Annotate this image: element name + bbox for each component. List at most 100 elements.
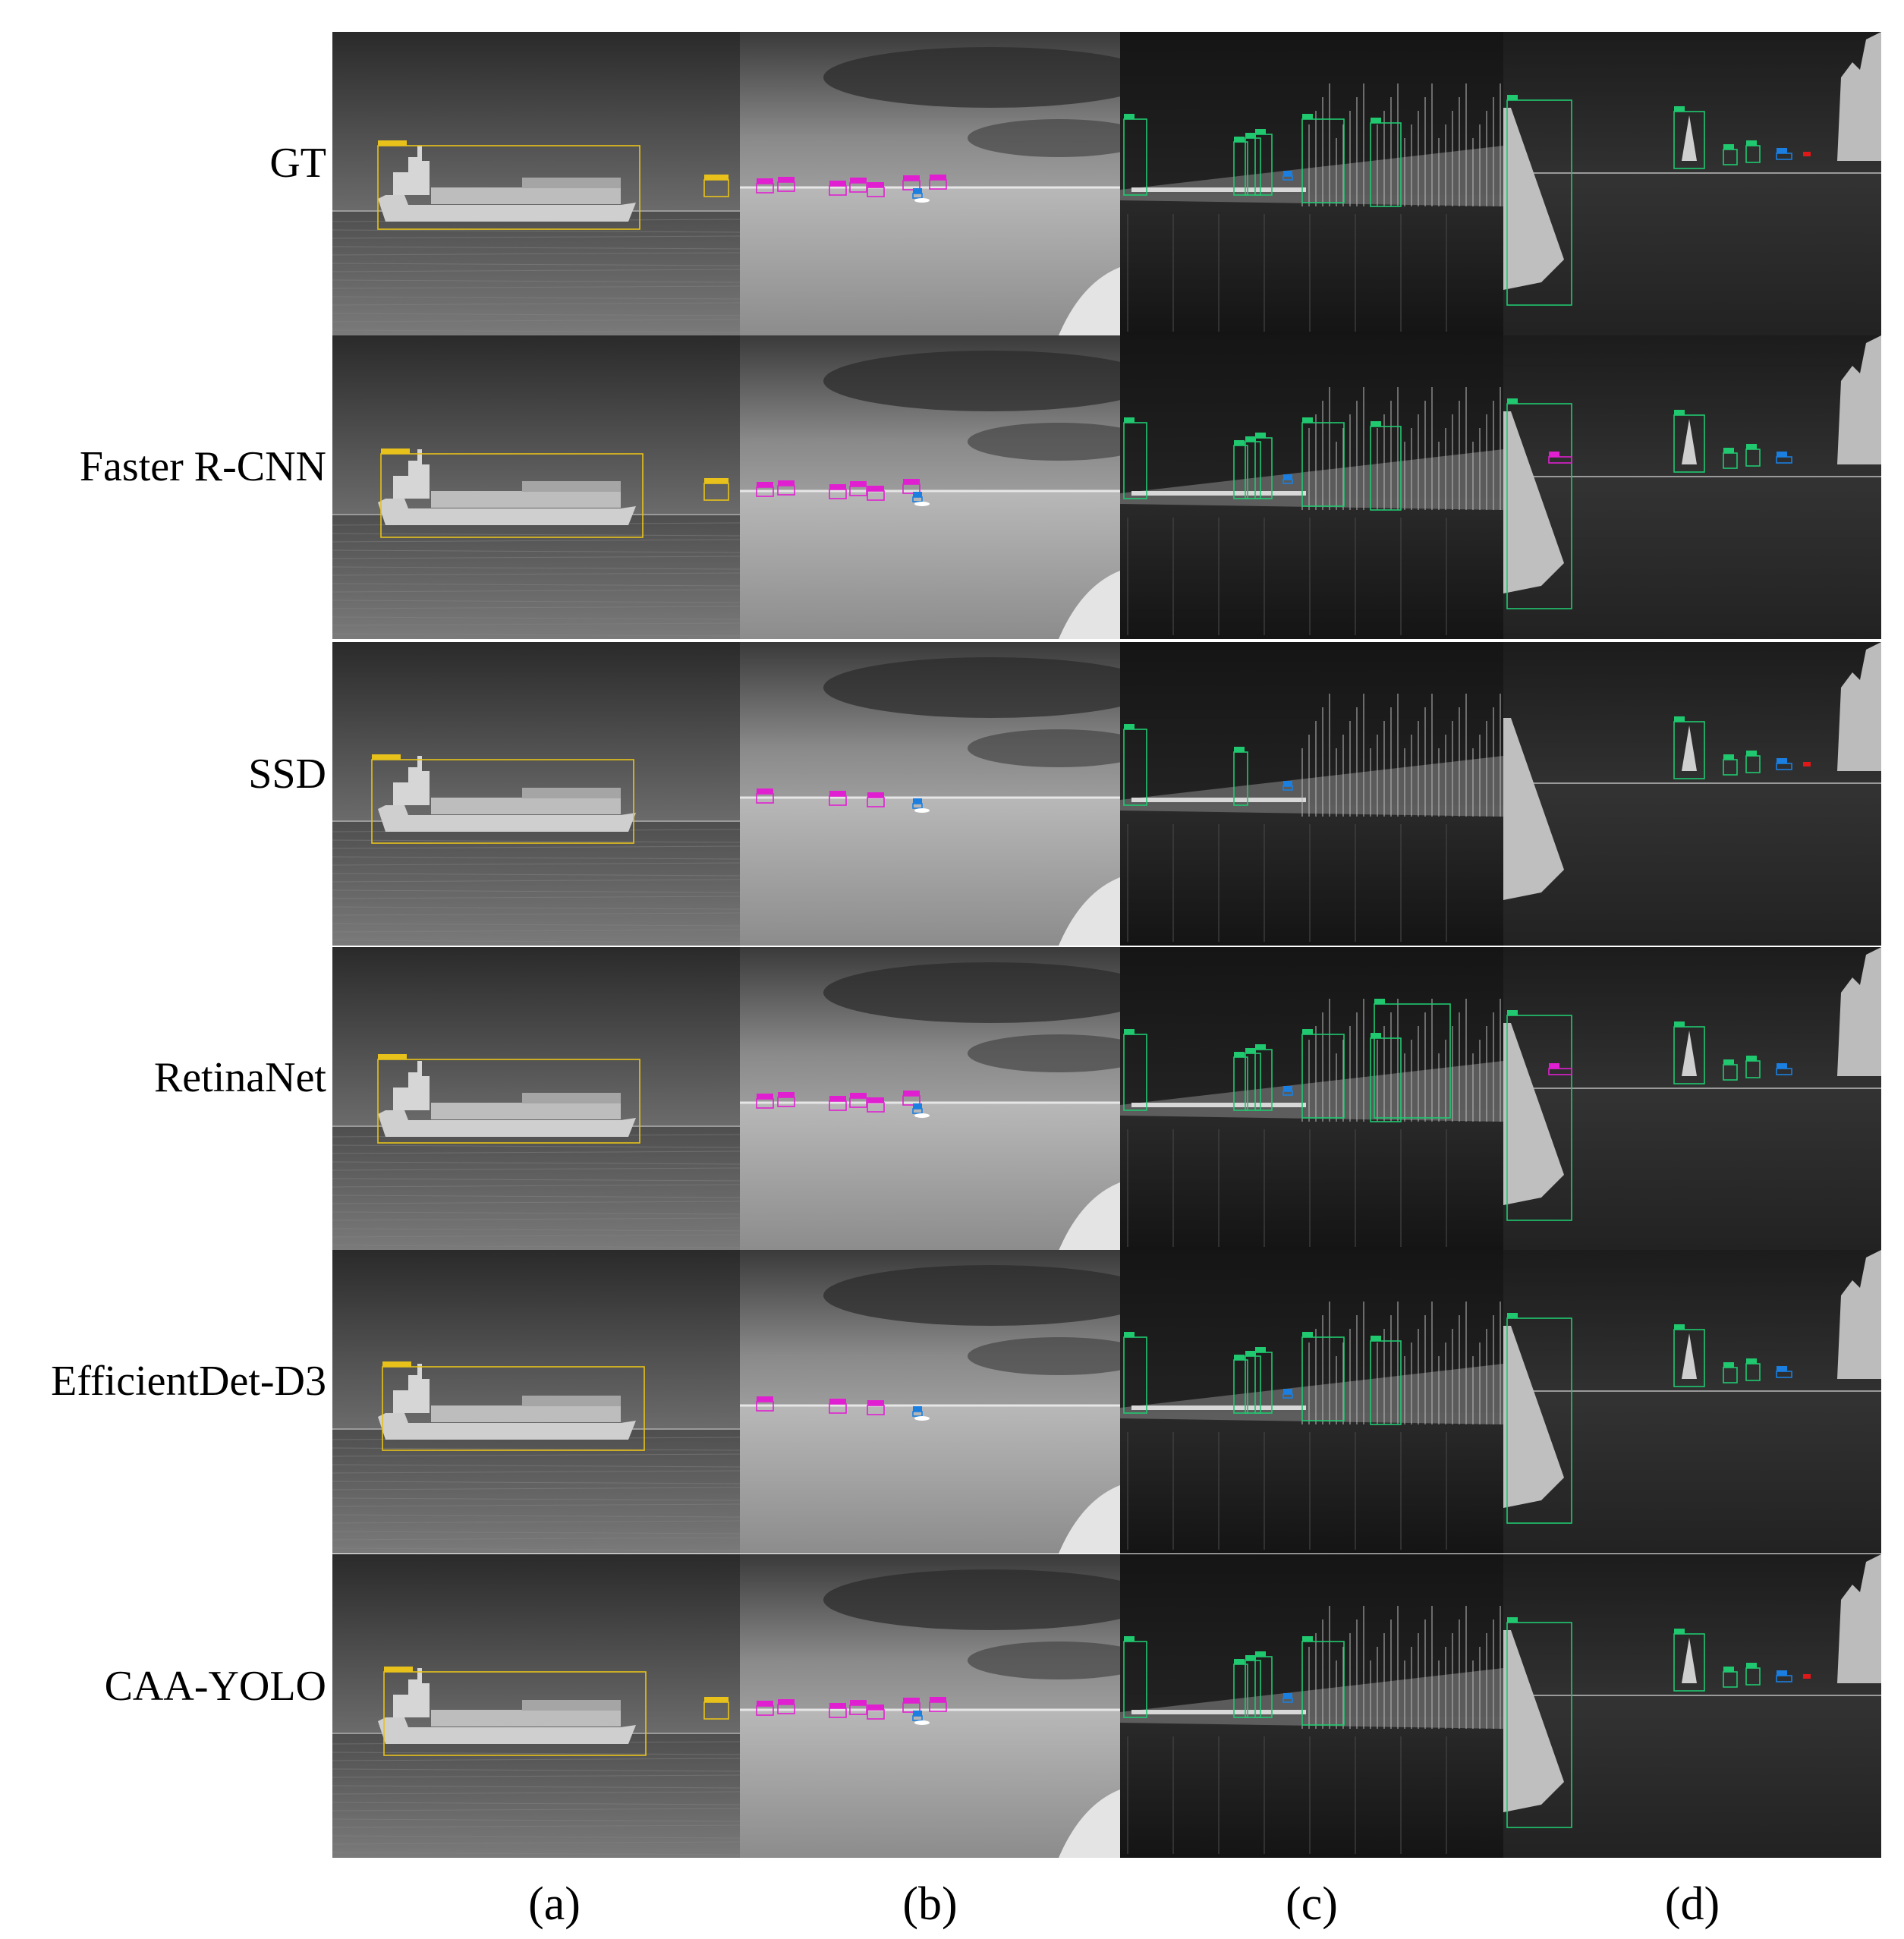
sailboat-detection-box bbox=[1673, 410, 1705, 473]
detection-box-magenta bbox=[867, 792, 885, 807]
detection-box-magenta bbox=[777, 1092, 795, 1107]
detection-box-green bbox=[1254, 433, 1273, 499]
detection-box-magenta bbox=[902, 175, 921, 190]
thermal-image bbox=[332, 32, 740, 335]
detection-box-blue bbox=[1776, 1366, 1792, 1378]
detection-box-magenta bbox=[829, 181, 847, 196]
panel-row2-col4 bbox=[1503, 335, 1881, 639]
detection-box-magenta bbox=[829, 1096, 847, 1111]
detection-box-green bbox=[1245, 1048, 1261, 1111]
row-label: GT bbox=[269, 140, 326, 187]
panel-row4-col3 bbox=[1120, 947, 1503, 1251]
detection-box-green bbox=[1723, 448, 1738, 469]
detection-box-green bbox=[1254, 1651, 1273, 1718]
panel-row3-col3 bbox=[1120, 642, 1503, 946]
detection-box-magenta bbox=[867, 486, 885, 501]
detection-box-green bbox=[1301, 1029, 1345, 1119]
detection-box-magenta bbox=[756, 482, 774, 497]
detection-box-blue bbox=[912, 798, 923, 809]
sail-detection-box bbox=[1506, 1313, 1572, 1524]
bulk-carrier-box bbox=[371, 754, 634, 844]
detection-box-magenta bbox=[777, 480, 795, 496]
panel-row3-col1 bbox=[332, 642, 740, 946]
thermal-image bbox=[1503, 32, 1881, 335]
detection-box-magenta bbox=[777, 1699, 795, 1714]
detection-box-green bbox=[1374, 999, 1451, 1119]
bulk-carrier-box-small bbox=[703, 175, 729, 197]
detection-box-red bbox=[1803, 1674, 1811, 1679]
row-label: RetinaNet bbox=[153, 1054, 326, 1101]
column-label: (c) bbox=[1286, 1878, 1338, 1930]
column-label: (b) bbox=[902, 1878, 958, 1930]
detection-box-green bbox=[1370, 421, 1402, 511]
detection-box-green bbox=[1123, 1636, 1147, 1718]
sailboat-detection-box bbox=[1673, 1324, 1705, 1387]
detection-box-magenta bbox=[929, 175, 947, 190]
detection-box-magenta bbox=[902, 1698, 921, 1713]
sailboat-detection-box bbox=[1673, 1021, 1705, 1084]
detection-box-magenta bbox=[867, 1704, 885, 1720]
thermal-image bbox=[1120, 335, 1503, 639]
column-label: (d) bbox=[1664, 1878, 1720, 1930]
row-label: Faster R-CNN bbox=[79, 443, 326, 490]
detection-box-blue bbox=[912, 188, 923, 199]
detection-box-green bbox=[1233, 1659, 1248, 1718]
detection-box-blue bbox=[1282, 1693, 1293, 1703]
detection-box-magenta bbox=[756, 789, 774, 804]
thermal-image bbox=[1120, 642, 1503, 946]
detection-box-green bbox=[1233, 1052, 1248, 1111]
detection-box-green bbox=[1123, 1029, 1147, 1111]
detection-box-green bbox=[1301, 1332, 1345, 1421]
detection-box-magenta bbox=[777, 177, 795, 192]
detection-box-green bbox=[1233, 1355, 1248, 1414]
detection-box-green bbox=[1723, 754, 1738, 776]
detection-box-blue bbox=[1282, 1389, 1293, 1399]
panel-row5-col3 bbox=[1120, 1250, 1503, 1553]
thermal-image bbox=[332, 947, 740, 1251]
sail-detection-box bbox=[1506, 398, 1572, 609]
detection-box-green bbox=[1370, 1033, 1402, 1122]
sail-detection-box bbox=[1506, 1617, 1572, 1828]
detection-box-green bbox=[1123, 1332, 1147, 1414]
detection-box-green bbox=[1233, 137, 1248, 196]
thermal-image bbox=[740, 335, 1120, 639]
sail-detection-box bbox=[1506, 95, 1572, 306]
detection-box-magenta bbox=[1548, 1063, 1572, 1075]
detection-box-magenta bbox=[929, 1697, 947, 1712]
thermal-image bbox=[332, 335, 740, 639]
panel-row2-col3 bbox=[1120, 335, 1503, 639]
detection-box-green bbox=[1745, 444, 1761, 467]
thermal-image bbox=[332, 642, 740, 946]
detection-box-green bbox=[1245, 133, 1261, 196]
panel-row6-col4 bbox=[1503, 1554, 1881, 1858]
detection-box-green bbox=[1254, 129, 1273, 196]
detection-box-magenta bbox=[902, 479, 921, 494]
detection-box-magenta bbox=[829, 484, 847, 499]
sailboat-detection-box bbox=[1673, 716, 1705, 779]
detection-box-green bbox=[1233, 747, 1248, 806]
bulk-carrier-box bbox=[377, 140, 640, 230]
row-label: EfficientDet-D3 bbox=[51, 1358, 326, 1405]
thermal-image bbox=[1503, 1250, 1881, 1553]
thermal-image bbox=[740, 642, 1120, 946]
thermal-image bbox=[740, 1250, 1120, 1553]
thermal-image bbox=[740, 1554, 1120, 1858]
detection-box-blue bbox=[1282, 781, 1293, 791]
panel-row6-col2 bbox=[740, 1554, 1120, 1858]
thermal-image bbox=[740, 32, 1120, 335]
bulk-carrier-box-small bbox=[703, 478, 729, 501]
thermal-image bbox=[1503, 335, 1881, 639]
detection-box-green bbox=[1254, 1044, 1273, 1111]
detection-box-blue bbox=[1776, 1670, 1792, 1682]
detection-box-red bbox=[1803, 762, 1811, 766]
column-label: (a) bbox=[528, 1878, 581, 1930]
panel-row4-col2 bbox=[740, 947, 1120, 1251]
detection-box-magenta bbox=[849, 1700, 867, 1715]
detection-box-green bbox=[1245, 1351, 1261, 1414]
ship-silhouette bbox=[378, 1668, 636, 1744]
ship-silhouette bbox=[378, 756, 636, 832]
detection-box-green bbox=[1123, 114, 1147, 196]
detection-box-green bbox=[1245, 1655, 1261, 1718]
detection-box-green bbox=[1370, 1336, 1402, 1425]
detection-box-blue bbox=[1776, 758, 1792, 770]
